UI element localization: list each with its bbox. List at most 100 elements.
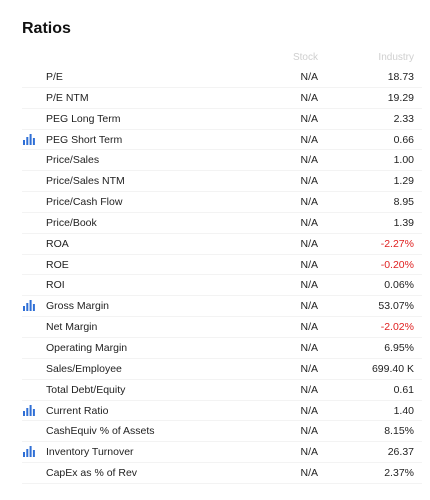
icon-slot [23,92,37,104]
ratios-table: P/E N/A 18.73 P/E NTM N/A 19.29 PEG Long Term N… [22,67,422,484]
column-header-industry: Industry [378,52,414,63]
ratio-label: P/E NTM [46,91,89,104]
industry-value: 0.66 [393,133,414,146]
section-title: Ratios [22,20,71,37]
table-row: P/E NTM N/A 19.29 [22,88,422,109]
industry-value: 2.33 [393,112,414,125]
icon-slot [23,217,37,229]
stock-value: N/A [300,71,318,83]
icon-slot [23,384,37,396]
industry-value: 1.29 [393,175,414,188]
industry-value: 2.37% [384,467,414,480]
industry-value: 26.37 [387,446,414,459]
table-row: Total Debt/Equity N/A 0.61 [22,380,422,401]
stock-value: N/A [300,237,318,250]
industry-value: -0.20% [380,258,414,271]
stock-value: N/A [300,446,318,459]
icon-slot [23,363,37,375]
ratio-label: Net Margin [46,321,98,334]
table-row: Price/Book N/A 1.39 [22,213,422,234]
table-row: CapEx as % of Rev N/A 2.37% [22,463,422,484]
ratio-label: Sales/Employee [46,362,122,375]
stock-value: N/A [300,196,318,209]
table-row: Price/Sales NTM N/A 1.29 [22,171,422,193]
table-row: Sales/Employee N/A 699.40 K [22,359,422,380]
table-row: Operating Margin N/A 6.95% [22,338,422,359]
stock-value: N/A [300,300,318,313]
icon-slot [23,259,37,271]
ratio-label: CapEx as % of Rev [46,467,138,480]
icon-slot [23,342,37,354]
stock-value: N/A [300,154,318,167]
column-header: Stock Industry [0,52,430,66]
ratio-label: Gross Margin [46,300,110,313]
stock-value: N/A [300,216,318,229]
stock-value: N/A [300,341,318,354]
bar-chart-icon[interactable] [23,300,37,312]
stock-value: N/A [300,91,318,104]
stock-value: N/A [300,383,318,396]
table-row: Net Margin N/A -2.02% [22,317,422,338]
table-row: Price/Sales N/A 1.00 [22,150,422,172]
ratio-label: P/E [46,71,63,83]
ratio-label: ROI [46,279,65,292]
table-row: P/E N/A 18.73 [22,67,422,88]
industry-value: 8.95 [393,196,414,209]
icon-slot [23,321,37,333]
industry-value: 1.40 [393,404,414,417]
industry-value: -2.27% [380,237,414,250]
stock-value: N/A [300,175,318,188]
icon-slot [23,238,37,250]
stock-value: N/A [300,362,318,375]
ratio-label: ROE [46,258,69,271]
table-row: PEG Long Term N/A 2.33 [22,109,422,130]
stock-value: N/A [300,467,318,480]
ratio-label: ROA [46,237,69,250]
table-row: Gross Margin N/A 53.07% [22,296,422,318]
table-row: Inventory Turnover N/A 26.37 [22,442,422,464]
industry-value: 699.40 K [371,362,414,375]
icon-slot [23,71,37,83]
stock-value: N/A [300,258,318,271]
ratio-label: Price/Sales NTM [46,175,125,188]
icon-slot [23,425,37,437]
icon-slot [23,113,37,125]
ratio-label: CashEquiv % of Assets [46,425,155,438]
icon-slot [23,196,37,208]
bar-chart-icon[interactable] [23,404,37,417]
ratio-label: Price/Book [46,216,97,229]
column-header-stock: Stock [292,52,318,63]
icon-slot [23,154,37,166]
icon-slot [23,279,37,291]
bar-chart-icon[interactable] [23,446,37,458]
industry-value: 6.95% [384,341,414,354]
table-row: ROI N/A 0.06% [22,275,422,297]
ratio-label: Price/Cash Flow [46,196,123,209]
icon-slot [23,175,37,187]
ratio-label: Inventory Turnover [46,446,134,459]
icon-slot [23,467,37,479]
stock-value: N/A [300,112,318,125]
ratio-label: Price/Sales [46,154,100,167]
stock-value: N/A [300,321,318,334]
bar-chart-icon[interactable] [23,133,37,146]
industry-value: 1.00 [393,154,414,167]
table-row: Current Ratio N/A 1.40 [22,401,422,422]
table-row: PEG Short Term N/A 0.66 [22,130,422,151]
stock-value: N/A [300,425,318,438]
ratio-label: PEG Short Term [46,133,123,146]
industry-value: 53.07% [378,300,414,313]
industry-value: 0.61 [393,383,414,396]
industry-value: -2.02% [380,321,414,334]
industry-value: 1.39 [393,216,414,229]
industry-value: 0.06% [384,279,414,292]
ratio-label: PEG Long Term [46,112,121,125]
stock-value: N/A [300,133,318,146]
industry-value: 8.15% [384,425,414,438]
table-row: ROA N/A -2.27% [22,234,422,255]
stock-value: N/A [300,404,318,417]
table-row: Price/Cash Flow N/A 8.95 [22,192,422,213]
ratio-label: Total Debt/Equity [46,383,126,396]
industry-value: 18.73 [387,71,414,83]
table-row: CashEquiv % of Assets N/A 8.15% [22,421,422,443]
